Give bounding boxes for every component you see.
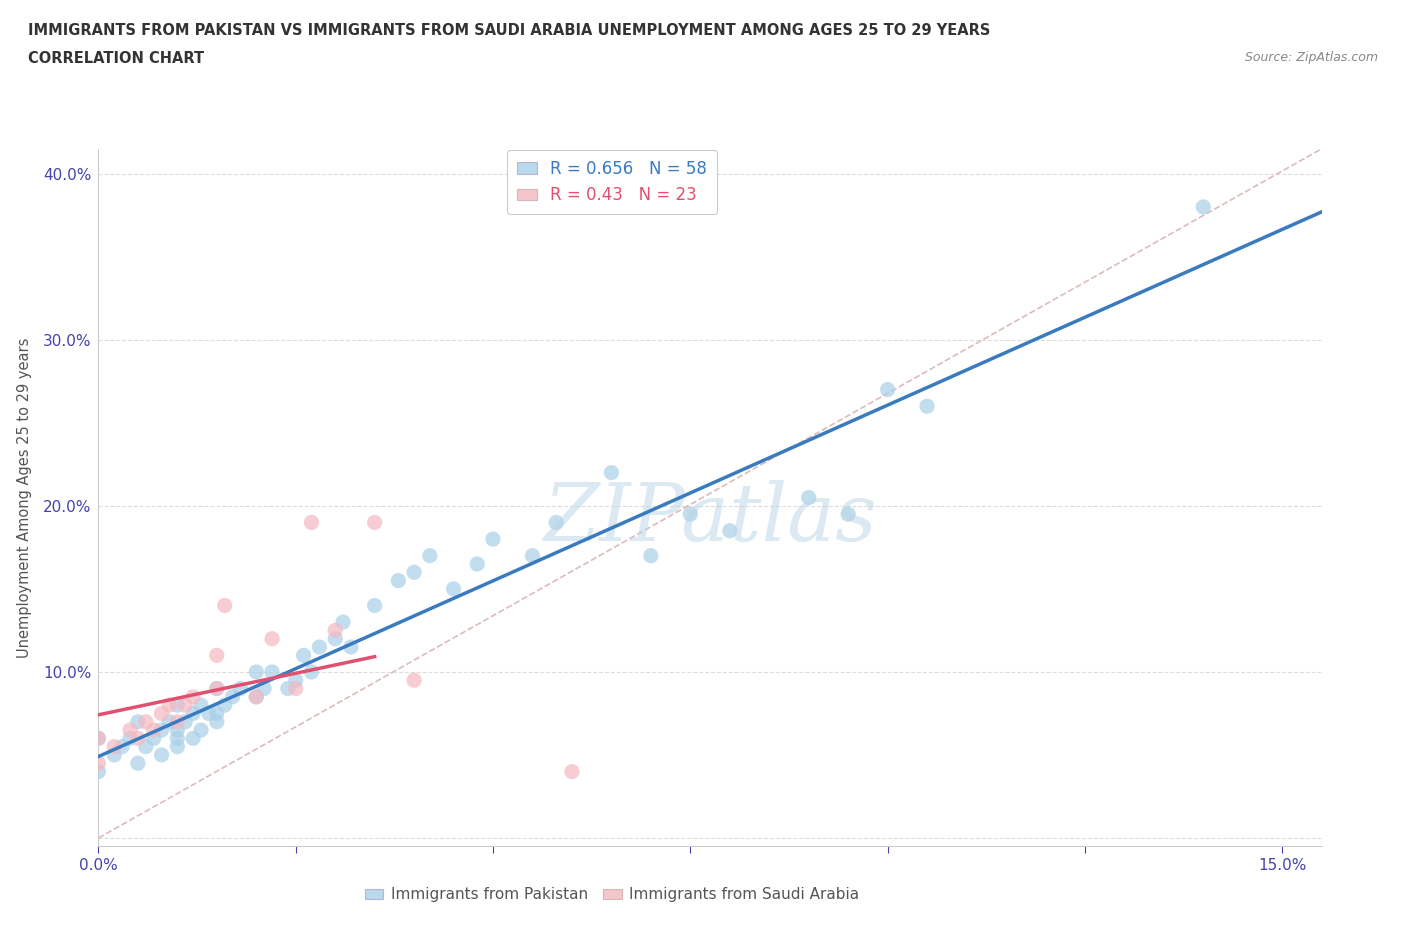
Point (332, 615, 354, 630)
Point (640, 549, 662, 564)
Point (419, 549, 441, 564)
Point (837, 507, 859, 522)
Point (198, 706, 221, 721)
Point (292, 648, 315, 663)
Point (718, 524, 741, 538)
Point (561, 764, 583, 779)
Point (166, 739, 188, 754)
Point (443, 581, 465, 596)
Point (323, 623, 346, 638)
Point (181, 731, 204, 746)
Point (142, 723, 165, 737)
Point (301, 515, 323, 530)
Point (166, 731, 188, 746)
Point (127, 731, 149, 746)
Point (465, 556, 488, 571)
Point (253, 681, 276, 696)
Point (323, 631, 346, 646)
Point (245, 689, 267, 704)
Point (245, 664, 267, 679)
Point (340, 640, 363, 655)
Point (205, 706, 228, 721)
Point (111, 739, 134, 754)
Point (915, 399, 938, 414)
Point (1192, 200, 1215, 215)
Point (277, 681, 299, 696)
Point (103, 748, 125, 763)
Point (679, 507, 702, 522)
Point (150, 706, 173, 721)
Point (166, 723, 188, 737)
Point (221, 689, 243, 704)
Point (546, 515, 568, 530)
Point (205, 681, 228, 696)
Point (205, 681, 228, 696)
Point (190, 723, 212, 737)
Point (127, 756, 149, 771)
Point (260, 664, 283, 679)
Point (87, 731, 110, 746)
Point (150, 723, 173, 737)
Legend: Immigrants from Pakistan, Immigrants from Saudi Arabia: Immigrants from Pakistan, Immigrants fro… (359, 882, 866, 909)
Point (387, 573, 409, 588)
Point (260, 631, 283, 646)
Point (103, 739, 125, 754)
Point (87, 764, 110, 779)
Point (166, 698, 188, 712)
Point (87, 756, 110, 771)
Point (363, 515, 385, 530)
Point (174, 714, 197, 729)
Text: ZIPatlas: ZIPatlas (543, 480, 877, 557)
Point (174, 698, 197, 712)
Point (150, 748, 173, 763)
Point (135, 739, 157, 754)
Point (127, 714, 149, 729)
Point (181, 706, 204, 721)
Point (245, 689, 267, 704)
Text: IMMIGRANTS FROM PAKISTAN VS IMMIGRANTS FROM SAUDI ARABIA UNEMPLOYMENT AMONG AGES: IMMIGRANTS FROM PAKISTAN VS IMMIGRANTS F… (28, 23, 990, 38)
Text: Source: ZipAtlas.com: Source: ZipAtlas.com (1244, 51, 1378, 64)
Point (229, 681, 252, 696)
Point (404, 672, 426, 687)
Point (159, 698, 181, 712)
Point (205, 648, 228, 663)
Point (214, 698, 236, 712)
Point (205, 714, 228, 729)
Point (522, 549, 544, 564)
Text: CORRELATION CHART: CORRELATION CHART (28, 51, 204, 66)
Point (214, 598, 236, 613)
Point (308, 640, 330, 655)
Point (87, 731, 110, 746)
Point (142, 731, 165, 746)
Point (181, 689, 204, 704)
Point (284, 681, 307, 696)
Point (135, 714, 157, 729)
Point (404, 565, 426, 579)
Point (363, 598, 385, 613)
Point (600, 465, 623, 480)
Point (166, 714, 188, 729)
Point (159, 714, 181, 729)
Point (190, 698, 212, 712)
Point (301, 664, 323, 679)
Point (876, 382, 898, 397)
Point (118, 723, 141, 737)
Y-axis label: Unemployment Among Ages 25 to 29 years: Unemployment Among Ages 25 to 29 years (17, 338, 32, 658)
Point (118, 731, 141, 746)
Point (284, 672, 307, 687)
Point (797, 490, 820, 505)
Point (482, 532, 505, 547)
